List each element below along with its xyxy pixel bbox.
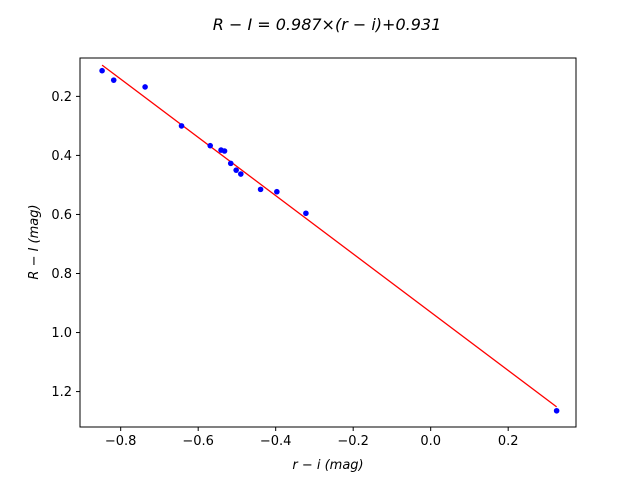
x-axis-label: r − i (mag) [292, 458, 363, 473]
x-axis: −0.8 −0.6 −0.4 −0.2 0.0 0.2 [105, 427, 519, 449]
x-tick-label: −0.6 [182, 434, 214, 449]
data-point-13 [553, 407, 560, 414]
y-tick-label: 1.0 [51, 326, 72, 341]
data-point-6 [221, 148, 228, 154]
chart-title: R − I = 0.987×(r − i)+0.931 [213, 15, 442, 34]
plot-area [99, 64, 560, 414]
x-tick-label: −0.8 [105, 434, 137, 449]
y-axis: 0.2 0.4 0.6 0.8 1.0 1.2 [51, 90, 80, 400]
x-tick-label: −0.4 [260, 434, 292, 449]
y-tick-label: 0.4 [51, 149, 72, 164]
data-point-8 [233, 167, 239, 173]
data-point-12 [303, 210, 309, 217]
y-tick-label: 0.2 [51, 90, 72, 105]
y-axis-label: R − I (mag) [27, 204, 42, 279]
data-point-9 [238, 171, 244, 177]
fit-line [101, 64, 558, 408]
x-tick-label: 0.2 [498, 434, 519, 449]
y-tick-label: 0.6 [51, 208, 72, 223]
y-tick-label: 1.2 [51, 385, 72, 400]
data-point-7 [227, 160, 234, 167]
data-point-3 [178, 123, 185, 129]
data-point-4 [207, 142, 213, 149]
data-point-10 [257, 186, 264, 193]
plot-frame [79, 57, 577, 428]
data-point-1 [110, 77, 117, 83]
x-tick-label: −0.2 [337, 434, 369, 449]
y-tick-label: 0.8 [51, 267, 72, 282]
data-point-0 [99, 67, 105, 74]
data-point-11 [274, 188, 280, 195]
data-point-2 [142, 84, 148, 90]
x-tick-label: 0.0 [420, 434, 441, 449]
